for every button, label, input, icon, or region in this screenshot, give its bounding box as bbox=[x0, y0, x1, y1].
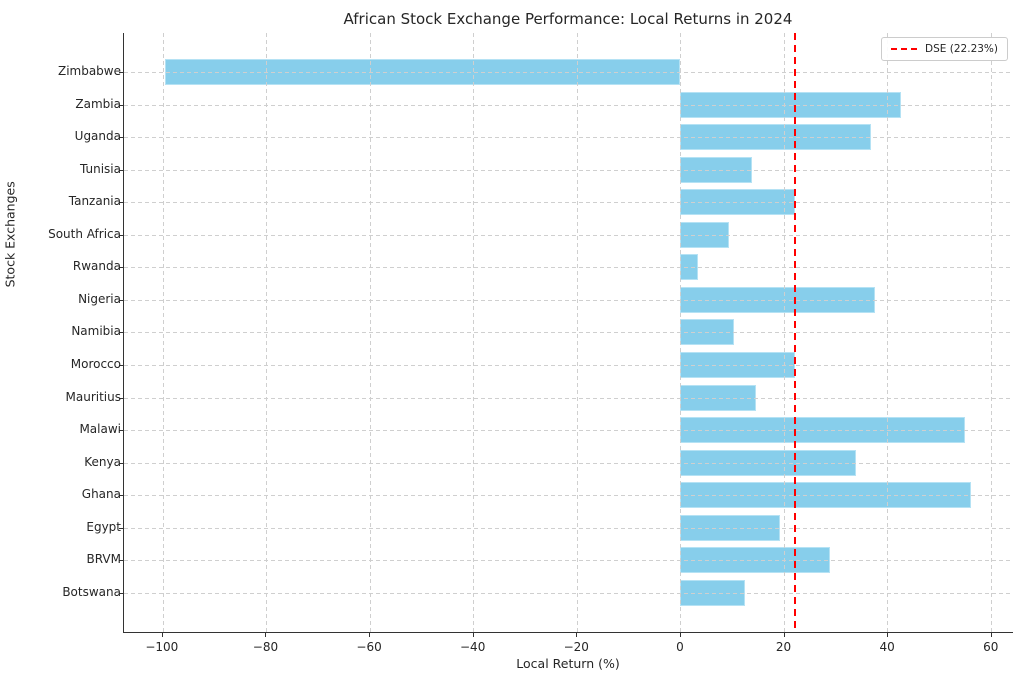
x-tick-mark bbox=[679, 633, 681, 637]
x-tick-mark bbox=[990, 633, 992, 637]
legend: DSE (22.23%) bbox=[881, 37, 1008, 61]
reference-line-dse bbox=[794, 33, 797, 632]
x-tick-mark bbox=[472, 633, 474, 637]
gridline-horizontal bbox=[124, 462, 1013, 464]
legend-label: DSE (22.23%) bbox=[925, 43, 998, 55]
y-tick-label-nigeria: Nigeria bbox=[78, 291, 121, 306]
y-tick-label-ghana: Ghana bbox=[81, 487, 121, 502]
y-tick-mark bbox=[119, 495, 123, 497]
y-tick-label-tanzania: Tanzania bbox=[68, 194, 121, 209]
legend-dashed-line-icon bbox=[891, 48, 919, 50]
gridline-horizontal bbox=[124, 332, 1013, 334]
y-tick-mark bbox=[119, 299, 123, 301]
y-tick-mark bbox=[119, 560, 123, 562]
x-tick-mark bbox=[576, 633, 578, 637]
gridline-horizontal bbox=[124, 169, 1013, 171]
x-tick-label: 0 bbox=[676, 640, 684, 654]
y-tick-mark bbox=[119, 430, 123, 432]
x-tick-label: −40 bbox=[460, 640, 486, 654]
gridline-horizontal bbox=[124, 397, 1013, 399]
y-tick-mark bbox=[119, 365, 123, 367]
y-tick-mark bbox=[119, 267, 123, 269]
x-tick-label: −60 bbox=[356, 640, 382, 654]
x-tick-label: 40 bbox=[879, 640, 895, 654]
x-tick-mark bbox=[369, 633, 371, 637]
x-tick-mark bbox=[161, 633, 163, 637]
y-tick-label-rwanda: Rwanda bbox=[72, 259, 121, 274]
x-tick-mark bbox=[265, 633, 267, 637]
y-tick-mark bbox=[119, 104, 123, 106]
y-tick-label-zambia: Zambia bbox=[75, 96, 121, 111]
y-tick-mark bbox=[119, 592, 123, 594]
gridline-horizontal bbox=[124, 365, 1013, 367]
y-tick-label-botswana: Botswana bbox=[62, 584, 121, 599]
y-tick-mark bbox=[119, 462, 123, 464]
gridline-horizontal bbox=[124, 430, 1013, 432]
gridline-horizontal bbox=[124, 299, 1013, 301]
gridline-horizontal bbox=[124, 527, 1013, 529]
y-tick-mark bbox=[119, 137, 123, 139]
y-tick-label-south-africa: South Africa bbox=[48, 226, 121, 241]
gridline-horizontal bbox=[124, 104, 1013, 106]
x-tick-mark bbox=[783, 633, 785, 637]
y-tick-label-egypt: Egypt bbox=[86, 519, 121, 534]
y-tick-mark bbox=[119, 332, 123, 334]
y-tick-label-mauritius: Mauritius bbox=[65, 389, 121, 404]
y-tick-label-brvm: BRVM bbox=[86, 552, 121, 567]
y-tick-mark bbox=[119, 397, 123, 399]
y-tick-label-morocco: Morocco bbox=[70, 357, 121, 372]
plot-area: DSE (22.23%) bbox=[123, 33, 1013, 633]
y-tick-mark bbox=[119, 234, 123, 236]
x-tick-mark bbox=[887, 633, 889, 637]
y-tick-label-tunisia: Tunisia bbox=[80, 161, 121, 176]
y-tick-mark bbox=[119, 527, 123, 529]
x-tick-label: 20 bbox=[775, 640, 792, 654]
y-tick-label-zimbabwe: Zimbabwe bbox=[57, 64, 121, 78]
y-tick-label-uganda: Uganda bbox=[74, 129, 121, 144]
x-tick-label: −20 bbox=[563, 640, 589, 654]
y-tick-label-kenya: Kenya bbox=[84, 454, 121, 469]
gridline-horizontal bbox=[124, 72, 1013, 73]
y-tick-mark bbox=[119, 202, 123, 204]
x-tick-label: −80 bbox=[252, 640, 279, 654]
y-tick-mark bbox=[119, 169, 123, 171]
gridline-horizontal bbox=[124, 592, 1013, 594]
y-tick-label-namibia: Namibia bbox=[71, 324, 121, 339]
x-tick-label: −100 bbox=[145, 640, 179, 654]
x-axis-label: Local Return (%) bbox=[516, 656, 620, 671]
gridline-horizontal bbox=[124, 234, 1013, 236]
gridline-horizontal bbox=[124, 495, 1013, 497]
chart-title: African Stock Exchange Performance: Loca… bbox=[343, 10, 793, 28]
x-tick-label: 60 bbox=[983, 640, 999, 654]
y-tick-label-malawi: Malawi bbox=[79, 422, 121, 437]
gridline-horizontal bbox=[124, 202, 1013, 204]
gridline-horizontal bbox=[124, 267, 1013, 269]
gridline-horizontal bbox=[124, 137, 1013, 139]
y-tick-mark bbox=[119, 72, 123, 73]
gridline-horizontal bbox=[124, 560, 1013, 562]
